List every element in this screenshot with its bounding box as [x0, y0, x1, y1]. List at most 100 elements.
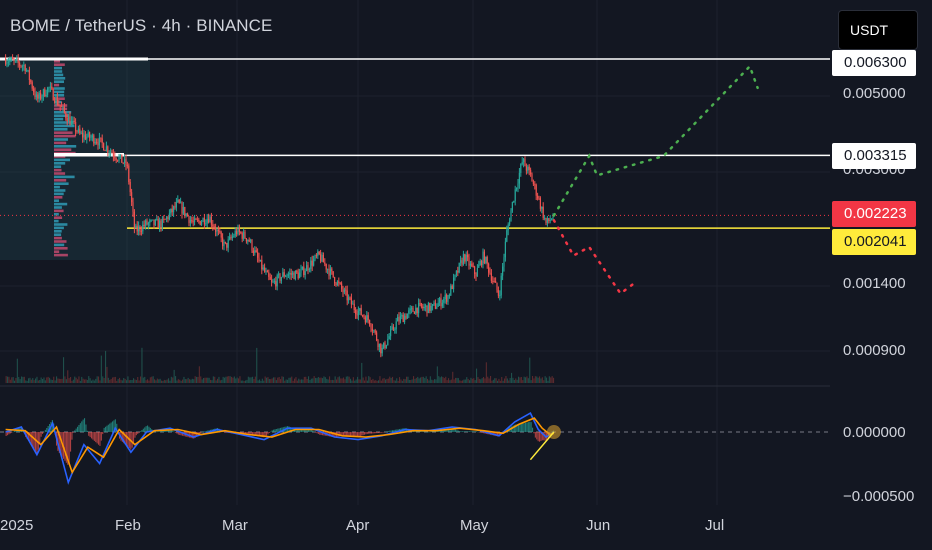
candle-body[interactable] [206, 218, 208, 224]
candle-body[interactable] [33, 88, 35, 93]
candle-body[interactable] [147, 222, 149, 225]
candle-body[interactable] [23, 65, 25, 66]
candle-body[interactable] [146, 220, 148, 225]
candle-body[interactable] [159, 220, 161, 228]
candle-body[interactable] [273, 281, 275, 282]
candle-body[interactable] [110, 151, 112, 153]
candle-body[interactable] [199, 221, 201, 225]
candle-body[interactable] [131, 192, 133, 203]
candle-body[interactable] [133, 211, 135, 229]
candle-body[interactable] [20, 65, 22, 67]
candle-body[interactable] [451, 285, 453, 289]
candle-body[interactable] [65, 112, 67, 118]
candle-body[interactable] [443, 299, 445, 303]
candle-body[interactable] [14, 59, 16, 61]
candle-body[interactable] [97, 142, 99, 146]
candle-body[interactable] [42, 89, 44, 97]
candle-body[interactable] [439, 298, 441, 303]
candle-body[interactable] [185, 213, 187, 216]
candle-body[interactable] [175, 202, 177, 208]
candle-body[interactable] [66, 117, 68, 122]
candle-body[interactable] [474, 266, 476, 275]
candle-body[interactable] [329, 268, 331, 276]
candle-body[interactable] [545, 217, 547, 223]
candle-body[interactable] [182, 207, 184, 214]
candle-body[interactable] [489, 272, 491, 274]
candle-body[interactable] [486, 256, 488, 264]
candle-body[interactable] [401, 315, 403, 317]
candle-body[interactable] [420, 303, 422, 307]
candle-body[interactable] [542, 206, 544, 218]
candle-body[interactable] [269, 276, 271, 280]
candle-body[interactable] [84, 134, 86, 140]
candle-body[interactable] [87, 132, 89, 137]
candle-body[interactable] [24, 65, 26, 72]
candle-body[interactable] [391, 326, 393, 330]
candle-body[interactable] [408, 310, 410, 314]
candle-body[interactable] [504, 241, 506, 258]
candle-body[interactable] [360, 308, 362, 316]
candle-body[interactable] [265, 271, 267, 273]
candle-body[interactable] [96, 141, 98, 143]
candle-body[interactable] [181, 202, 183, 214]
candle-body[interactable] [63, 106, 65, 113]
candle-body[interactable] [457, 270, 459, 273]
candle-body[interactable] [293, 272, 295, 280]
candle-body[interactable] [104, 150, 106, 151]
candle-body[interactable] [150, 219, 152, 221]
candle-body[interactable] [285, 276, 287, 278]
candle-body[interactable] [189, 220, 191, 223]
candle-body[interactable] [101, 138, 103, 144]
candle-body[interactable] [26, 70, 28, 72]
candle-body[interactable] [47, 87, 49, 95]
candle-body[interactable] [140, 231, 142, 232]
candle-body[interactable] [384, 342, 386, 348]
candle-body[interactable] [7, 61, 9, 63]
candle-body[interactable] [10, 57, 12, 61]
candle-body[interactable] [111, 151, 113, 154]
candle-body[interactable] [68, 116, 70, 122]
candle-body[interactable] [62, 106, 64, 108]
candle-body[interactable] [250, 240, 252, 242]
candle-body[interactable] [521, 162, 523, 165]
candle-body[interactable] [51, 86, 53, 89]
candle-body[interactable] [41, 96, 43, 99]
candle-body[interactable] [115, 158, 117, 160]
candle-body[interactable] [178, 199, 180, 204]
candle-body[interactable] [454, 274, 456, 278]
candle-body[interactable] [219, 231, 221, 233]
candle-body[interactable] [222, 237, 224, 247]
candle-body[interactable] [252, 250, 254, 253]
candle-body[interactable] [171, 208, 173, 213]
candle-body[interactable] [118, 156, 120, 161]
candle-body[interactable] [229, 236, 231, 240]
candle-body[interactable] [170, 208, 172, 214]
candle-body[interactable] [427, 302, 429, 314]
candle-body[interactable] [531, 174, 533, 182]
candle-body[interactable] [448, 295, 450, 297]
candle-body[interactable] [231, 236, 233, 239]
candle-body[interactable] [352, 303, 354, 305]
candle-body[interactable] [388, 336, 390, 339]
candle-body[interactable] [100, 137, 102, 139]
candle-body[interactable] [374, 330, 376, 333]
candle-body[interactable] [154, 219, 156, 225]
candle-body[interactable] [163, 219, 165, 220]
candle-body[interactable] [40, 92, 42, 99]
candle-body[interactable] [432, 304, 434, 306]
candle-body[interactable] [429, 302, 431, 311]
candle-body[interactable] [394, 329, 396, 331]
candle-body[interactable] [308, 269, 310, 271]
candle-body[interactable] [117, 159, 119, 161]
candle-body[interactable] [114, 156, 116, 159]
candle-body[interactable] [121, 154, 123, 163]
candle-body[interactable] [83, 134, 85, 138]
candle-body[interactable] [82, 132, 84, 138]
candle-body[interactable] [48, 87, 50, 89]
signal-line[interactable] [5, 417, 555, 475]
candle-body[interactable] [264, 267, 266, 272]
candle-body[interactable] [321, 255, 323, 262]
divergence-trendline[interactable] [529, 431, 555, 461]
candle-body[interactable] [243, 231, 245, 239]
candle-body[interactable] [353, 303, 355, 310]
